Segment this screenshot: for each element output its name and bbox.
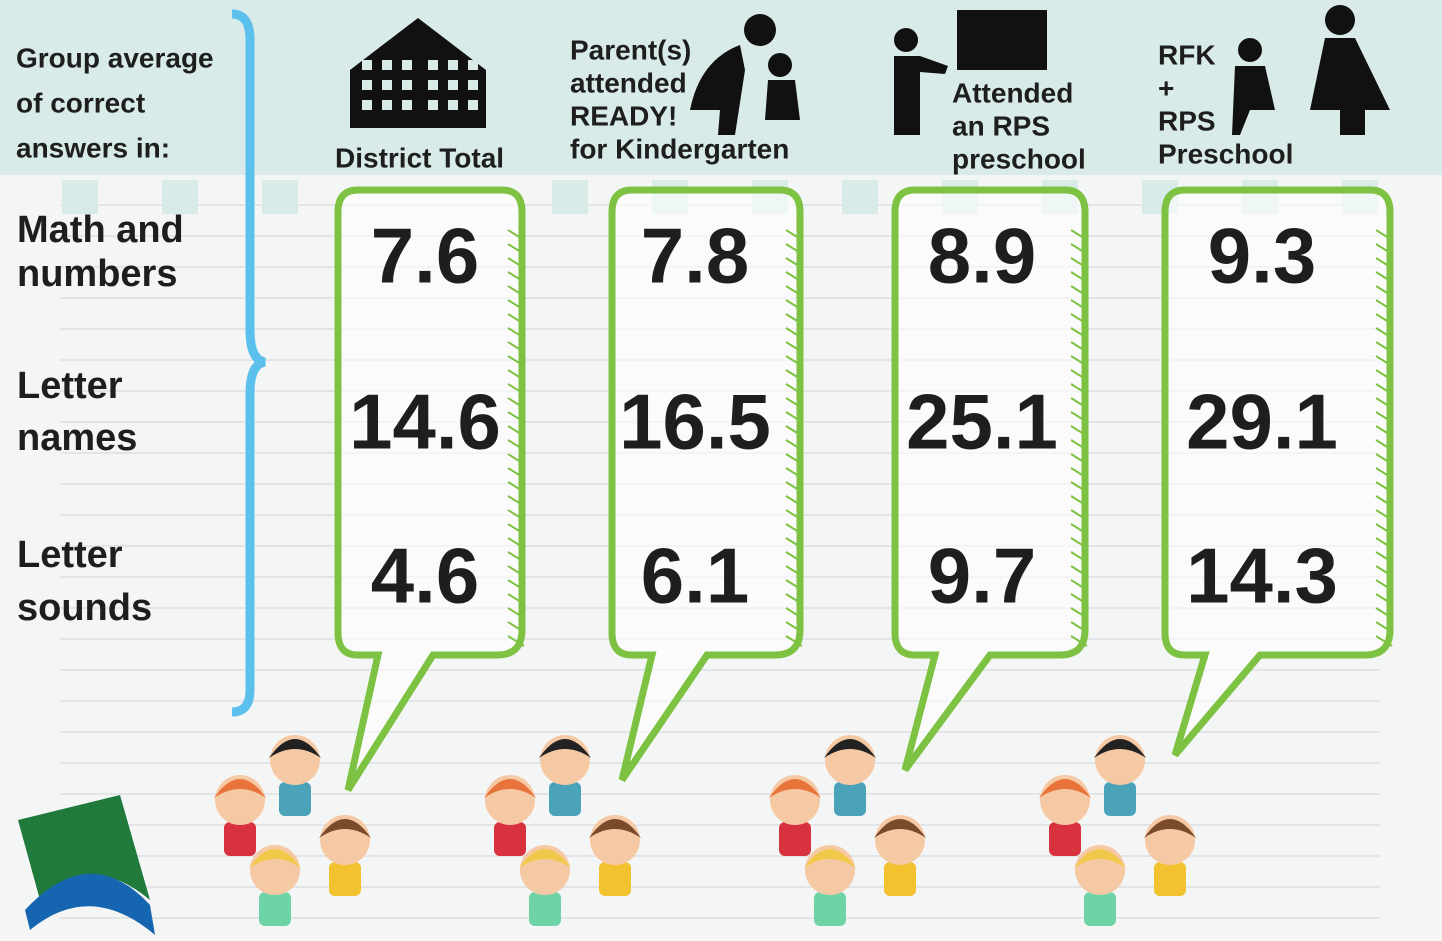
kid-body xyxy=(529,892,561,926)
school-window xyxy=(362,80,372,90)
value: 14.3 xyxy=(1186,532,1338,620)
tab xyxy=(262,180,298,214)
kid-body xyxy=(884,862,916,896)
school-window xyxy=(468,80,478,90)
infographic: Group average of correct answers in: Distri… xyxy=(0,0,1442,941)
value: 4.6 xyxy=(371,532,479,620)
school-window xyxy=(468,60,478,70)
header-label: Group average xyxy=(16,42,214,73)
school-window xyxy=(402,100,412,110)
column-header: attended xyxy=(570,67,687,98)
school-window xyxy=(362,100,372,110)
row-label: Letter xyxy=(17,534,123,576)
person-icon xyxy=(768,53,792,77)
person-icon xyxy=(894,28,918,52)
kid-body xyxy=(1084,892,1116,926)
kid-body xyxy=(599,862,631,896)
school-window xyxy=(448,80,458,90)
school-window xyxy=(448,100,458,110)
person-icon xyxy=(1325,5,1355,35)
column-header: Preschool xyxy=(1158,138,1293,169)
column-header: Attended xyxy=(952,77,1073,108)
value: 14.6 xyxy=(349,378,501,466)
header-label: of correct xyxy=(16,87,145,118)
row-label: Math and xyxy=(17,209,184,251)
tab xyxy=(842,180,878,214)
row-label: sounds xyxy=(17,587,152,629)
value: 7.8 xyxy=(641,212,749,300)
school-window xyxy=(362,60,372,70)
kid-body xyxy=(259,892,291,926)
person-icon xyxy=(744,14,776,46)
page: Group average of correct answers in: Distri… xyxy=(0,0,1442,941)
person-icon xyxy=(1238,38,1262,62)
kid-body xyxy=(549,782,581,816)
school-window xyxy=(382,100,392,110)
school-window xyxy=(428,60,438,70)
column-header: RFK xyxy=(1158,39,1216,70)
value: 16.5 xyxy=(619,378,771,466)
kid-body xyxy=(814,892,846,926)
school-window xyxy=(382,60,392,70)
column-header: preschool xyxy=(952,143,1086,174)
kid-body xyxy=(1049,822,1081,856)
column-header: an RPS xyxy=(952,110,1050,141)
value: 9.7 xyxy=(928,532,1036,620)
row-label: names xyxy=(17,417,137,459)
school-window xyxy=(402,60,412,70)
value: 7.6 xyxy=(371,212,479,300)
row-label: numbers xyxy=(17,253,177,295)
kid-body xyxy=(494,822,526,856)
school-window xyxy=(448,60,458,70)
column-header: Parent(s) xyxy=(570,34,691,65)
column-header: + xyxy=(1158,72,1174,103)
school-window xyxy=(428,80,438,90)
value: 8.9 xyxy=(928,212,1036,300)
school-window xyxy=(428,100,438,110)
value: 29.1 xyxy=(1186,378,1338,466)
column-header: RPS xyxy=(1158,105,1216,136)
kid-body xyxy=(329,862,361,896)
school-window xyxy=(382,80,392,90)
value: 9.3 xyxy=(1208,212,1316,300)
column-header: READY! xyxy=(570,100,677,131)
kid-body xyxy=(279,782,311,816)
kid-body xyxy=(834,782,866,816)
row-label: Letter xyxy=(17,365,123,407)
board-icon xyxy=(957,10,1047,70)
kid-body xyxy=(1154,862,1186,896)
kid-body xyxy=(779,822,811,856)
kid-body xyxy=(224,822,256,856)
person-icon xyxy=(765,80,800,120)
kid-body xyxy=(1104,782,1136,816)
value: 6.1 xyxy=(641,532,749,620)
tab xyxy=(552,180,588,214)
column-header: for Kindergarten xyxy=(570,133,789,164)
value: 25.1 xyxy=(906,378,1058,466)
header-label: answers in: xyxy=(16,132,170,163)
column-header: District Total xyxy=(335,142,504,173)
school-window xyxy=(468,100,478,110)
school-window xyxy=(402,80,412,90)
